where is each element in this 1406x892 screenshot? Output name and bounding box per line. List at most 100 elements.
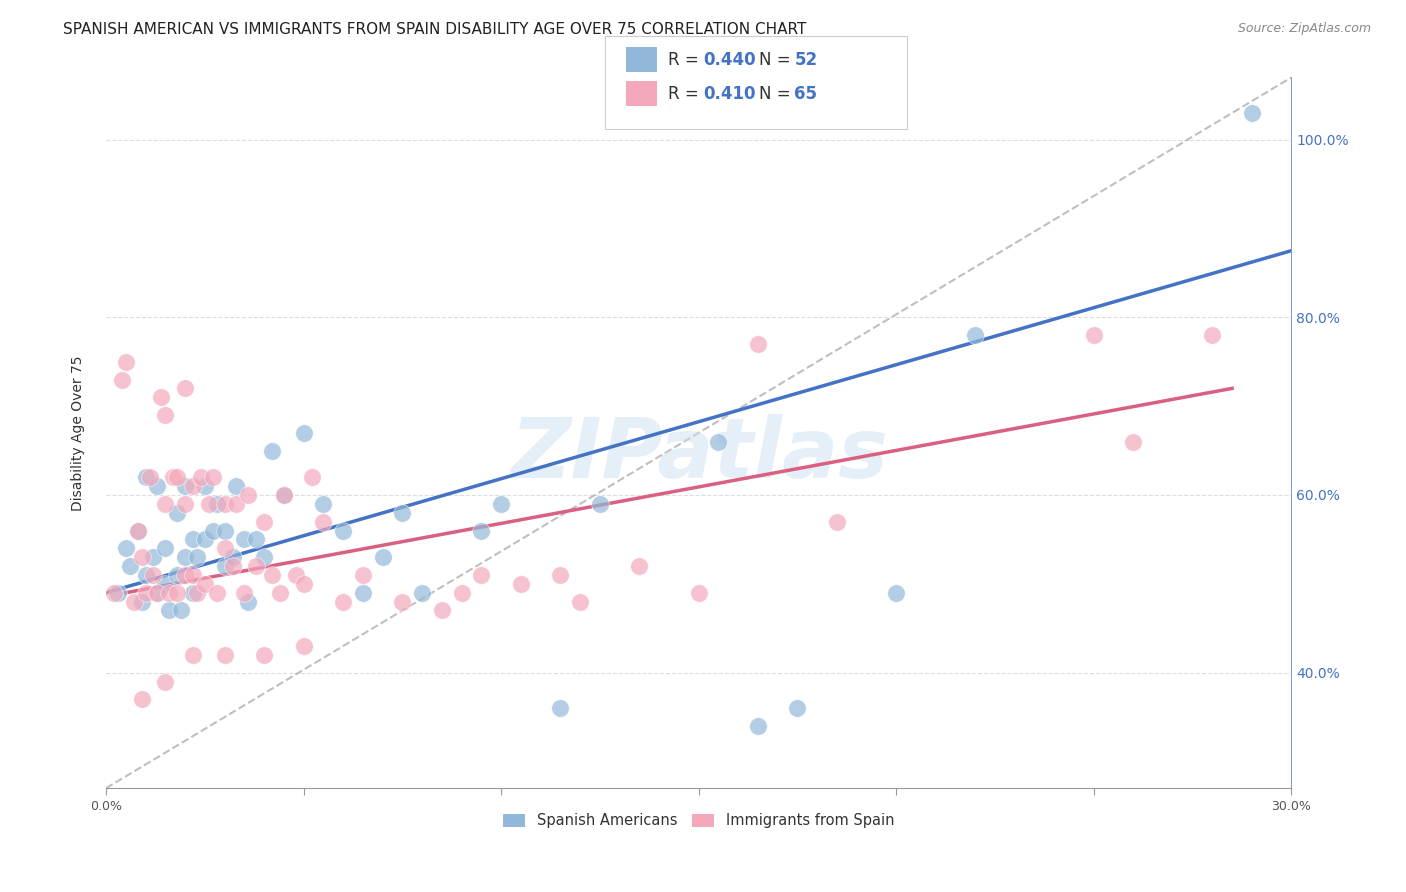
Point [114,355,136,369]
Point [221,550,243,565]
Point [292,577,315,591]
Point [825,515,848,529]
Point [233,533,256,547]
Point [569,594,592,608]
Point [201,470,224,484]
Point [245,559,267,574]
Point [312,497,335,511]
Point [352,568,374,582]
Point [162,470,184,484]
Point [205,497,228,511]
Point [146,585,169,599]
Point [489,497,512,511]
Point [253,550,276,565]
Point [166,585,188,599]
Point [155,674,177,689]
Point [205,585,228,599]
Point [146,479,169,493]
Point [214,497,236,511]
Point [1083,328,1105,343]
Point [194,533,217,547]
Point [269,585,291,599]
Point [174,479,197,493]
Point [135,470,157,484]
Point [181,479,204,493]
Point [332,594,354,608]
Point [253,515,276,529]
Point [174,381,197,395]
Point [214,648,236,662]
Point [550,701,572,715]
Point [181,533,204,547]
Text: N =: N = [759,85,796,103]
Point [181,585,204,599]
Point [155,577,177,591]
Point [292,639,315,653]
Point [186,550,208,565]
Point [118,559,141,574]
Point [142,550,165,565]
Y-axis label: Disability Age Over 75: Disability Age Over 75 [72,355,86,510]
Point [238,594,260,608]
Text: Source: ZipAtlas.com: Source: ZipAtlas.com [1237,22,1371,36]
Point [284,568,307,582]
Point [253,648,276,662]
Point [260,568,283,582]
Point [589,497,612,511]
Point [884,585,907,599]
Point [550,568,572,582]
Point [225,479,247,493]
Point [138,470,160,484]
Point [747,719,769,733]
Text: 65: 65 [794,85,817,103]
Point [155,408,177,422]
Point [292,425,315,440]
Point [142,568,165,582]
Point [181,568,204,582]
Point [174,497,197,511]
Point [1240,106,1263,120]
Point [186,585,208,599]
Point [174,550,197,565]
Text: 52: 52 [794,51,817,69]
Point [157,585,180,599]
Point [352,585,374,599]
Text: 0.410: 0.410 [703,85,755,103]
Point [146,585,169,599]
Point [181,648,204,662]
Point [786,701,808,715]
Point [190,470,212,484]
Point [135,585,157,599]
Point [430,603,453,617]
Text: R =: R = [668,51,704,69]
Point [155,541,177,556]
Point [166,470,188,484]
Point [127,524,149,538]
Point [214,559,236,574]
Point [312,515,335,529]
Point [260,443,283,458]
Point [214,541,236,556]
Point [965,328,987,343]
Point [201,524,224,538]
Text: 0.440: 0.440 [703,51,755,69]
Point [273,488,295,502]
Point [114,541,136,556]
Point [301,470,323,484]
Point [103,585,125,599]
Point [111,372,134,386]
Point [131,594,153,608]
Point [470,524,492,538]
Text: R =: R = [668,85,704,103]
Text: SPANISH AMERICAN VS IMMIGRANTS FROM SPAIN DISABILITY AGE OVER 75 CORRELATION CHA: SPANISH AMERICAN VS IMMIGRANTS FROM SPAI… [63,22,807,37]
Point [747,337,769,351]
Point [1201,328,1223,343]
Point [233,585,256,599]
Point [391,506,413,520]
Point [1122,434,1144,449]
Point [628,559,651,574]
Point [411,585,433,599]
Point [122,594,145,608]
Point [509,577,531,591]
Point [107,585,129,599]
